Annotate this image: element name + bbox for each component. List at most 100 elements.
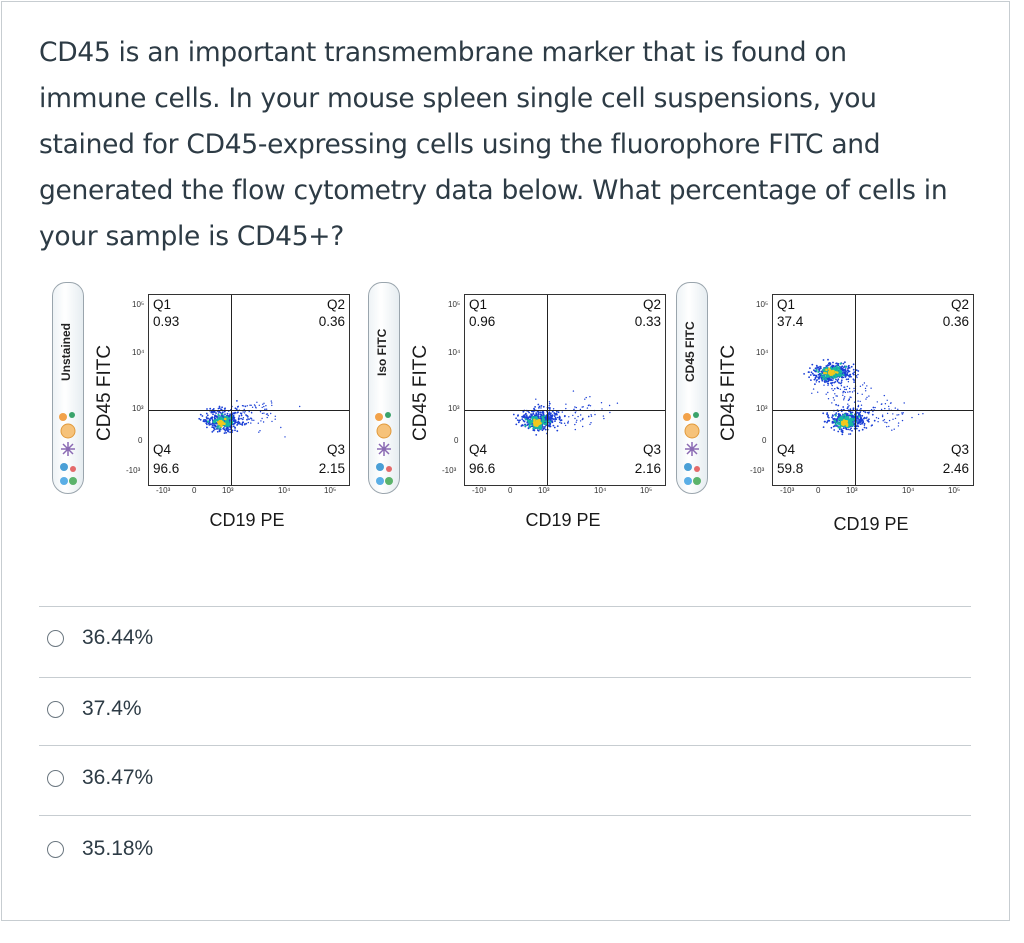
event-dot <box>842 373 845 376</box>
event-dot <box>542 405 545 408</box>
event-dot <box>255 407 257 409</box>
scatter-plot: Q1 0.93 Q2 0.36 Q4 96.6 Q3 2.15 <box>148 294 350 486</box>
event-dot <box>849 408 852 411</box>
event-dot <box>527 417 529 419</box>
x-tick: 0 <box>508 486 513 495</box>
event-dot <box>249 404 251 406</box>
event-dot <box>251 419 253 421</box>
answer-option-3[interactable]: 36.47% <box>47 763 153 793</box>
event-dot <box>210 416 213 419</box>
event-dot <box>235 408 238 411</box>
event-dot <box>840 417 843 420</box>
scatter-plot: Q1 0.96 Q2 0.33 Q4 96.6 Q3 2.16 <box>464 294 666 486</box>
event-dot <box>224 413 226 416</box>
event-dot <box>211 424 214 427</box>
event-dot <box>226 416 229 419</box>
event-dot <box>242 405 245 407</box>
event-dot <box>251 412 253 414</box>
event-dot <box>212 413 214 416</box>
event-dot <box>258 404 260 406</box>
answer-option-1[interactable]: 36.44% <box>47 623 153 653</box>
event-dot <box>233 412 235 415</box>
event-dot <box>560 422 563 424</box>
event-dot <box>822 359 825 361</box>
event-dot <box>267 414 269 417</box>
answer-option-4[interactable]: 35.18% <box>47 834 153 864</box>
event-dot <box>825 368 828 372</box>
event-dot <box>856 408 858 411</box>
event-dot <box>225 431 227 434</box>
event-dot <box>559 419 562 422</box>
event-dot <box>877 421 879 423</box>
event-dot <box>841 430 844 432</box>
event-dot <box>865 390 867 392</box>
event-dot <box>533 418 536 422</box>
q1-label: Q1 <box>153 297 172 312</box>
event-dot <box>529 422 532 425</box>
gate-horizontal <box>773 410 973 411</box>
radio-button[interactable] <box>47 769 64 787</box>
x-axis-label: CD19 PE <box>833 514 909 534</box>
event-dot <box>886 399 888 401</box>
event-dot <box>844 375 847 378</box>
x-tick: 10⁵ <box>324 486 337 495</box>
x-axis-label: CD19 PE <box>525 510 601 530</box>
event-dot <box>223 420 226 422</box>
event-dot <box>901 412 903 414</box>
event-dot <box>840 367 843 370</box>
event-dot <box>535 415 538 419</box>
event-dot <box>832 361 834 364</box>
event-dot <box>600 402 603 404</box>
event-dot <box>883 419 886 421</box>
radio-button[interactable] <box>47 629 64 647</box>
event-dot <box>537 413 540 416</box>
event-dot <box>813 369 815 372</box>
tube-icon: Iso FITC <box>368 282 400 494</box>
event-dot <box>263 402 265 404</box>
event-dot <box>857 419 860 421</box>
event-dot <box>576 419 578 421</box>
event-dot <box>212 429 215 432</box>
q4-value: 59.8 <box>777 461 804 476</box>
event-dot <box>214 424 217 427</box>
y-tick: 10⁵ <box>448 300 461 309</box>
event-dot <box>897 408 899 410</box>
event-dot <box>857 392 859 395</box>
event-dot <box>829 376 832 379</box>
event-dot <box>808 371 810 373</box>
gate-horizontal <box>149 410 349 411</box>
event-dot <box>827 367 831 370</box>
event-dot <box>853 401 856 403</box>
event-dot <box>229 413 231 416</box>
event-dot <box>847 415 850 419</box>
gate-vertical <box>855 295 856 485</box>
x-tick: 10⁴ <box>278 486 291 495</box>
event-dot <box>847 403 849 405</box>
event-dot <box>224 430 227 432</box>
event-dot <box>573 408 575 410</box>
event-dot <box>852 368 855 371</box>
event-dot <box>542 425 544 428</box>
event-dot <box>561 411 563 413</box>
event-dot <box>589 423 591 426</box>
event-dot <box>837 378 840 381</box>
event-dot <box>206 426 208 429</box>
event-dot <box>552 418 555 420</box>
event-dot <box>218 405 221 408</box>
event-dot <box>853 371 856 374</box>
event-dot <box>812 388 815 390</box>
event-dot <box>860 407 862 410</box>
event-dot <box>841 433 844 436</box>
event-dot <box>815 381 817 383</box>
event-dot <box>817 373 820 376</box>
radio-button[interactable] <box>47 840 64 858</box>
event-dot <box>567 422 569 424</box>
event-dot <box>833 429 836 431</box>
event-dot <box>832 389 834 392</box>
event-dot <box>851 417 854 420</box>
event-dot <box>220 408 222 411</box>
event-dot <box>227 430 230 433</box>
radio-button[interactable] <box>47 700 64 718</box>
answer-option-2[interactable]: 37.4% <box>47 694 142 724</box>
q4-label: Q4 <box>777 442 796 457</box>
